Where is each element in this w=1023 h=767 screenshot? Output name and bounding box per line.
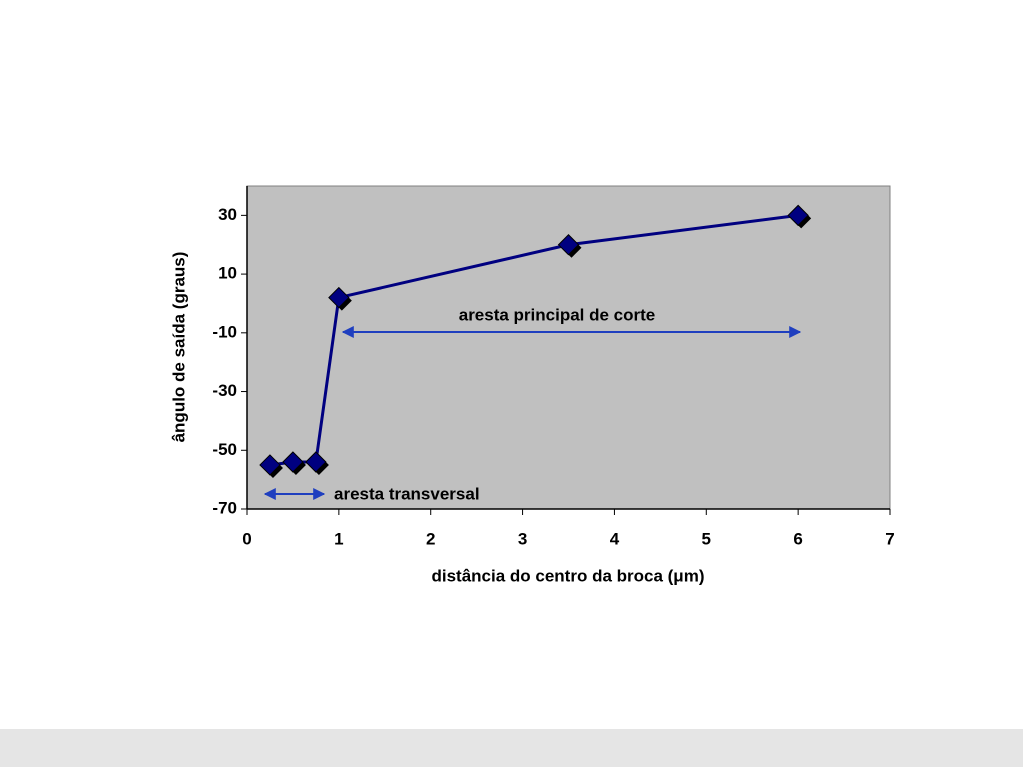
- footer-band: [0, 729, 1023, 767]
- y-axis-label: ângulo de saída (graus): [169, 252, 188, 443]
- x-tick-label: 6: [793, 529, 802, 548]
- x-tick-label: 7: [885, 529, 894, 548]
- annotation: aresta principal de corte: [459, 305, 656, 324]
- x-tick-label: 2: [426, 529, 435, 548]
- y-tick-label: -10: [212, 322, 237, 341]
- annotation: aresta transversal: [334, 484, 480, 503]
- x-tick-label: 5: [702, 529, 711, 548]
- x-tick-label: 1: [334, 529, 343, 548]
- x-axis-label: distância do centro da broca (μm): [431, 566, 704, 585]
- marker: [328, 286, 350, 309]
- plot: -70 -50 -30 -10 10 30 0 1 2 3 4 5 6 7: [212, 185, 895, 548]
- y-tick-label: -50: [212, 440, 237, 459]
- x-tick-label: 4: [610, 529, 620, 548]
- marker: [557, 234, 580, 256]
- x-tick-label: 0: [242, 529, 251, 548]
- marker: [282, 451, 304, 473]
- marker: [305, 451, 327, 473]
- x-tick-label: 3: [518, 529, 527, 548]
- y-tick-label: 30: [218, 205, 237, 224]
- marker: [259, 454, 281, 476]
- y-tick-label: 10: [218, 264, 237, 283]
- y-tick-label: -70: [212, 498, 237, 517]
- y-tick-label: -30: [212, 381, 237, 400]
- marker: [787, 204, 809, 227]
